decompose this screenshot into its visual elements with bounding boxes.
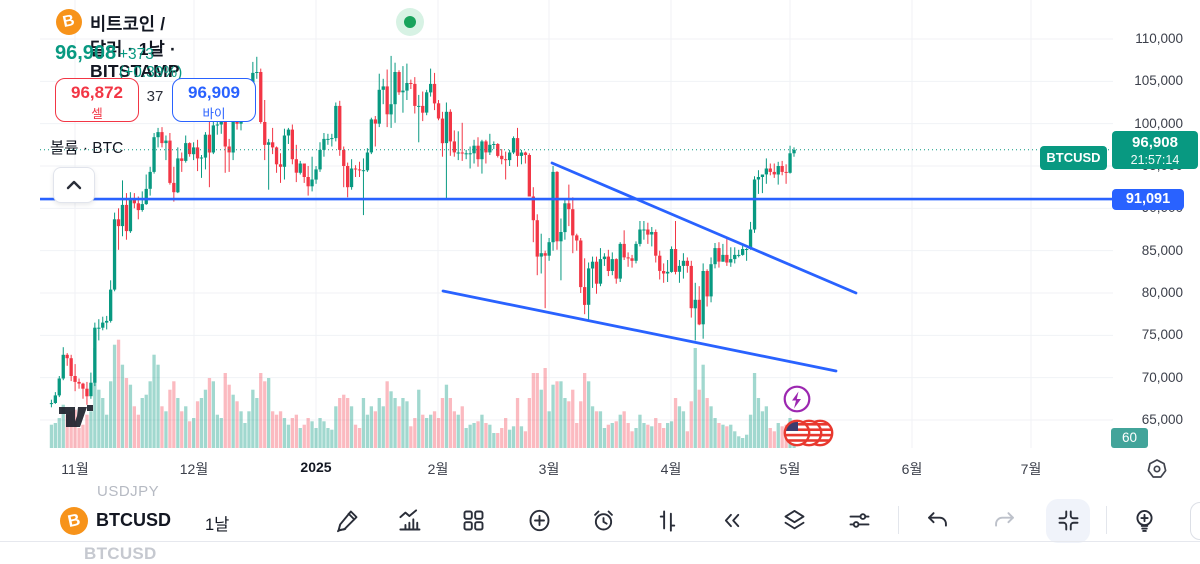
tuning-sliders-icon[interactable] [846,507,873,534]
time-axis-label: 2월 [427,461,449,477]
partial-right-button[interactable] [1190,502,1200,540]
last-price: 96,908 [55,42,117,64]
volume-layer [49,339,796,448]
time-axis-label: 6월 [901,461,923,477]
axis-last-price: 96,908 [1132,134,1178,151]
buy-button[interactable]: 96,909 바이 [172,78,256,122]
gear-icon [1147,459,1167,478]
price-axis-label: 100,000 [1134,116,1183,131]
price-axis-label: 110,000 [1135,31,1183,46]
sell-label: 셀 [91,107,103,121]
ticker-ghost-above: USDJPY [97,483,160,500]
price-axis-label: 65,000 [1141,412,1183,427]
buy-label: 바이 [202,107,226,121]
time-axis-label: 12월 [179,461,209,477]
layers-icon[interactable] [781,507,808,534]
buy-price: 96,909 [188,83,240,102]
market-open-dot [404,16,416,28]
time-axis-label: 5월 [779,461,801,477]
time-axis-label: 2025 [300,459,332,475]
sell-button[interactable]: 96,872 셀 [55,78,139,122]
expand-panel-button[interactable] [53,167,95,203]
price-axis-label: 70,000 [1141,370,1183,385]
horizontal-line-price-label[interactable]: 91,091 [1112,189,1184,210]
tradingview-logo [59,405,93,427]
collapse-chart-icon[interactable] [1055,507,1082,534]
interval-button[interactable]: 1날 [205,516,230,534]
candles-layer [49,55,796,408]
toolbar-divider [1106,506,1107,534]
price-axis-label: 80,000 [1141,285,1183,300]
flash-event-icon[interactable] [783,385,811,413]
time-axis-label: 7월 [1020,461,1042,477]
price-change: +373 (+0.39%) [119,46,183,81]
bitcoin-icon: B [56,9,82,35]
draw-icon[interactable] [334,507,361,534]
idea-lightbulb-icon[interactable] [1131,507,1158,534]
toolbar-symbol-button[interactable]: BTCUSD [96,510,171,530]
spread-value: 37 [146,88,164,105]
alert-clock-icon[interactable] [590,507,617,534]
indicators-icon[interactable] [397,507,424,534]
replay-rewind-icon[interactable] [718,507,745,534]
last-price-axis-label[interactable]: 96,908 21:57:14 [1112,131,1198,169]
sell-price: 96,872 [71,83,123,102]
time-axis-label: 4월 [660,461,682,477]
ticker-ghost-below: BTCUSD [84,544,157,563]
undo-icon[interactable] [924,507,951,534]
layout-grid-icon[interactable] [460,507,487,534]
collapse-button-background [1046,499,1090,543]
axis-settings-button[interactable] [1144,456,1170,482]
bar-countdown: 21:57:14 [1130,153,1180,167]
bitcoin-icon-small: B [60,507,88,535]
trendline[interactable] [441,289,838,373]
time-axis-label: 11월 [61,461,89,477]
trendline[interactable] [550,161,858,295]
symbol-tag-label[interactable]: BTCUSD [1040,146,1107,170]
bottom-toolbar: B BTCUSD 1날 [0,497,1200,554]
price-axis-label: 75,000 [1141,327,1183,342]
volume-value-label: 60 [1111,428,1148,448]
chevron-up-icon [66,180,82,190]
add-plus-icon[interactable] [526,507,553,534]
gridlines-layer [40,0,1113,448]
volume-legend[interactable]: 볼륨 · BTC [50,140,124,157]
symbol-title[interactable]: 비트코인 / 달러 · 1날 · BITSTAMP [90,14,180,81]
toolbar-divider [898,506,899,534]
time-axis-label: 3월 [538,461,560,477]
redo-icon[interactable] [991,507,1018,534]
price-axis-label: 105,000 [1134,73,1183,88]
toolbar-bottom-divider [0,541,1200,542]
compare-bars-icon[interactable] [654,507,681,534]
price-axis-label: 85,000 [1141,243,1183,258]
economic-calendar-flag-icon[interactable] [783,419,834,447]
event-markers[interactable] [776,384,840,450]
